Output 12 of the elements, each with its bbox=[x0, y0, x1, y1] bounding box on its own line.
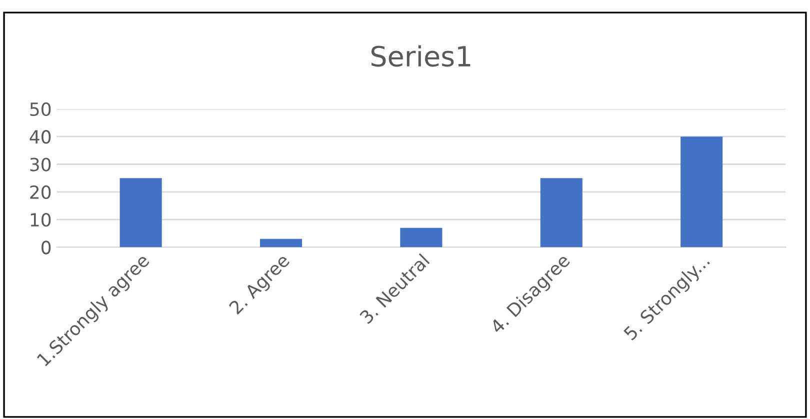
bar bbox=[540, 178, 582, 248]
bar bbox=[120, 178, 162, 248]
bar bbox=[400, 228, 442, 248]
y-tick-label: 20 bbox=[30, 185, 51, 200]
y-tick-label: 0 bbox=[42, 240, 51, 254]
y-tick-label: 30 bbox=[30, 158, 51, 172]
y-tick-label: 50 bbox=[30, 102, 51, 116]
chart-title: Series1 bbox=[371, 45, 470, 67]
bar bbox=[680, 136, 723, 248]
bar bbox=[260, 238, 302, 248]
y-tick-label: 40 bbox=[30, 130, 51, 144]
y-tick-label: 10 bbox=[30, 213, 51, 227]
